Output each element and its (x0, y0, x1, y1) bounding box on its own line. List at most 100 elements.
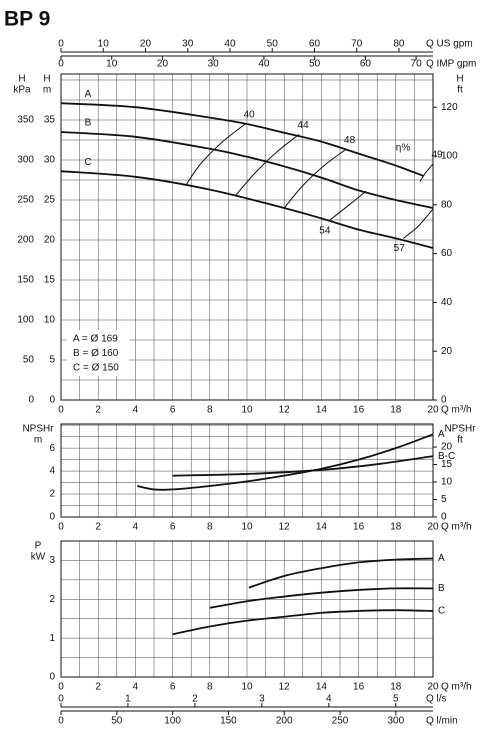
x-tick-label: 18 (390, 682, 402, 693)
efficiency-line (185, 123, 246, 186)
x-tick-label: 8 (207, 405, 213, 416)
flow-tick-label: 40 (258, 59, 270, 70)
efficiency-line (235, 134, 300, 196)
flow-tick-label: 0 (58, 694, 64, 705)
flow-tick-label: 10 (106, 59, 118, 70)
y-tick-label: 0 (49, 512, 55, 523)
x-tick-label: 2 (95, 405, 101, 416)
y3-axis-unit: kPa (13, 85, 31, 96)
x-tick-label: 12 (279, 405, 291, 416)
x-tick-label: 14 (316, 405, 328, 416)
y2-tick-label: 60 (441, 248, 453, 259)
x-tick-label: 10 (241, 522, 253, 533)
flow-tick-label: 50 (111, 716, 123, 727)
curve (60, 131, 434, 209)
curve-label: B (438, 583, 445, 594)
curve (172, 609, 434, 636)
x-tick-label: 0 (58, 682, 64, 693)
y2-tick-label: 0 (441, 395, 447, 406)
x-tick-label: 8 (207, 682, 213, 693)
flow-tick-label: 0 (58, 39, 64, 50)
y3-tick-label: 200 (17, 235, 34, 246)
y-tick-label: 0 (49, 672, 55, 683)
y-tick-label: 20 (44, 235, 56, 246)
x-tick-label: 4 (133, 682, 139, 693)
x-tick-label: 18 (390, 405, 402, 416)
y2-tick-label: 15 (441, 459, 453, 470)
efficiency-label: 44 (298, 120, 310, 131)
x-tick-label: 14 (316, 522, 328, 533)
flow-tick-label: 100 (164, 716, 181, 727)
efficiency-label: 40 (244, 110, 256, 121)
y2-tick-label: 20 (441, 442, 453, 453)
flow-tick-label: 0 (58, 716, 64, 727)
legend-text: B = Ø 160 (73, 348, 119, 359)
x-tick-label: 4 (133, 405, 139, 416)
curve-label: C (438, 606, 445, 617)
flow-tick-label: 3 (259, 694, 265, 705)
y2-axis-unit: ft (457, 85, 463, 96)
y3-tick-label: 300 (17, 155, 34, 166)
flow-tick-label: 30 (182, 39, 194, 50)
y2-tick-label: 0 (441, 512, 447, 523)
x-tick-label: 8 (207, 522, 213, 533)
flow-tick-label: 30 (208, 59, 220, 70)
plot-frame (60, 423, 434, 518)
efficiency-label: 54 (319, 225, 331, 236)
flow-axis-label: Q l/s (426, 694, 447, 705)
curve-label: A (438, 553, 445, 564)
y2-axis-label: H (456, 74, 463, 85)
x-tick-label: 20 (427, 522, 439, 533)
y3-tick-label: 250 (17, 195, 34, 206)
y-axis-label: H (43, 74, 50, 85)
curve-label: C (84, 157, 91, 168)
x-tick-label: 20 (427, 682, 439, 693)
flow-tick-label: 40 (224, 39, 236, 50)
y-tick-label: 2 (49, 594, 55, 605)
flow-tick-label: 80 (393, 39, 405, 50)
y-axis-label: NPSHr (22, 424, 54, 435)
flow-tick-label: 150 (220, 716, 237, 727)
y3-tick-label: 150 (17, 275, 34, 286)
x-tick-label: 20 (427, 405, 439, 416)
flow-tick-label: 2 (192, 694, 198, 705)
x-tick-label: 12 (279, 682, 291, 693)
y2-tick-label: 80 (441, 199, 453, 210)
curve-label: A (438, 429, 445, 440)
y-tick-label: 10 (44, 315, 56, 326)
legend-text: A = Ø 169 (73, 334, 118, 345)
curve-label: B-C (438, 451, 455, 462)
efficiency-line (402, 208, 434, 239)
x-tick-label: 0 (58, 522, 64, 533)
flow-tick-label: 5 (393, 694, 399, 705)
y-axis-unit: kW (31, 552, 46, 563)
y-axis-unit: m (43, 85, 51, 96)
legend-text: C = Ø 150 (73, 363, 119, 374)
y2-axis-unit: ft (457, 435, 463, 446)
y2-tick-label: 10 (441, 477, 453, 488)
flow-tick-label: 50 (267, 39, 279, 50)
y2-tick-label: 120 (441, 102, 458, 113)
flow-tick-label: 1 (125, 694, 131, 705)
plot-frame (60, 73, 434, 401)
y2-axis-label: NPSHr (444, 424, 476, 435)
x-tick-label: 2 (95, 522, 101, 533)
flow-tick-label: 250 (332, 716, 349, 727)
x-tick-label: 14 (316, 682, 328, 693)
x-axis-label: Q m³/h (441, 682, 472, 693)
flow-tick-label: 0 (58, 59, 64, 70)
y-tick-label: 3 (49, 555, 55, 566)
efficiency-line (283, 149, 346, 209)
y-tick-label: 5 (49, 355, 55, 366)
flow-axis-label: Q US gpm (426, 39, 473, 50)
y-axis-unit: m (34, 435, 42, 446)
x-tick-label: 0 (58, 405, 64, 416)
curve-label: B (85, 118, 92, 129)
flow-tick-label: 300 (387, 716, 404, 727)
y-tick-label: 1 (49, 633, 55, 644)
x-tick-label: 6 (170, 522, 176, 533)
curve (248, 557, 434, 589)
flow-axis-label: Q l/min (426, 716, 458, 727)
flow-tick-label: 70 (351, 39, 363, 50)
